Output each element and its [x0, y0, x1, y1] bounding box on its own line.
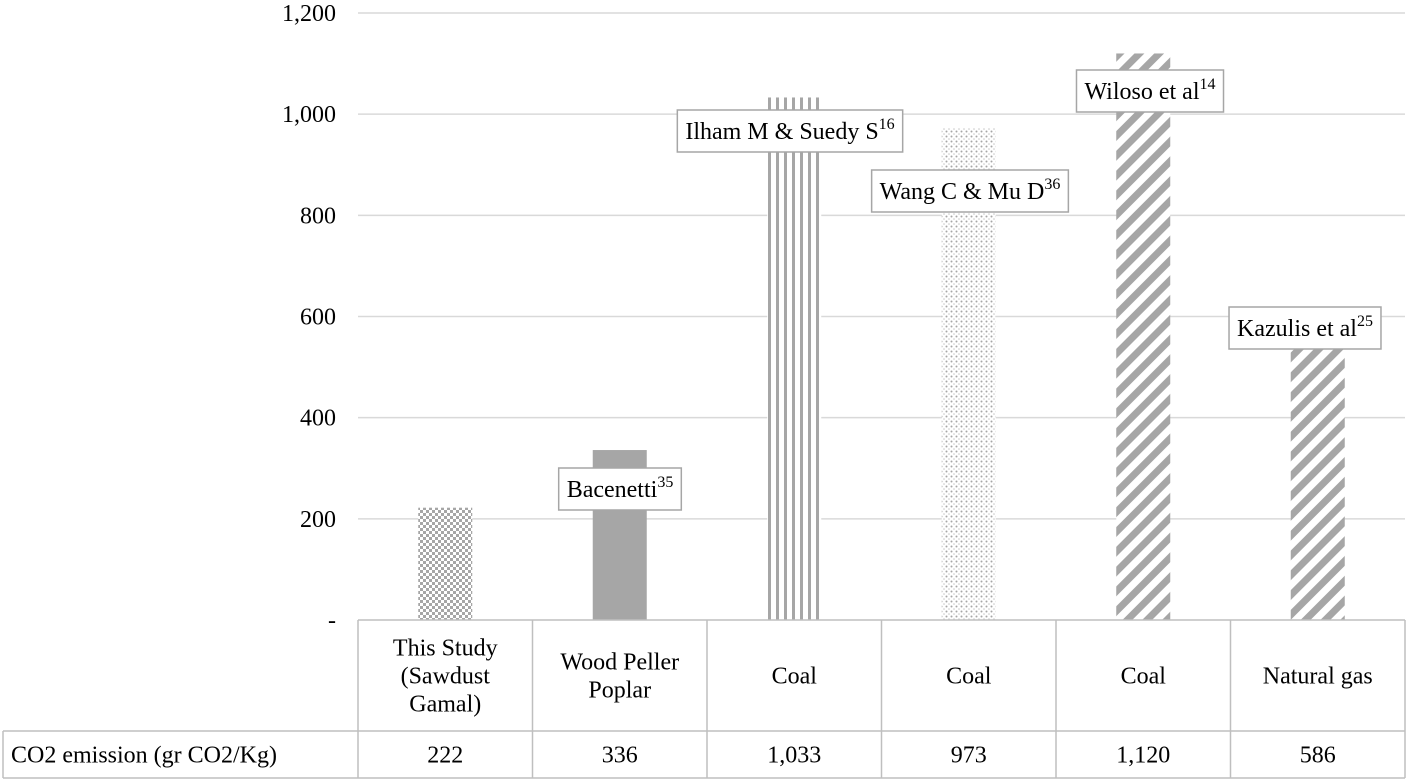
table-row-label: CO2 emission (gr CO2/Kg) — [11, 743, 277, 769]
y-tick-label: 1,000 — [282, 102, 336, 128]
bar-1 — [418, 507, 473, 620]
y-tick-label: 1,200 — [282, 1, 336, 27]
y-tick-label: 200 — [300, 507, 336, 533]
y-axis-ticks: - 200 400 600 800 1,000 1,200 — [282, 1, 336, 634]
annotation-box — [676, 109, 904, 153]
data-label: 973 — [951, 743, 987, 769]
category-label: Coal — [772, 664, 818, 690]
bar-5 — [1116, 53, 1171, 620]
annotation-text: Wang C & Mu D36 — [880, 176, 1061, 205]
annotation-5: Wiloso et al14 — [1075, 69, 1225, 113]
annotation-text: Wiloso et al14 — [1084, 76, 1215, 105]
annotation-box — [1075, 69, 1225, 113]
annotations: Bacenetti35 Ilham M & Suedy S16 Wang C & M… — [557, 69, 1382, 511]
data-label: 586 — [1300, 743, 1336, 769]
category-label: Coal — [946, 664, 992, 690]
gridlines — [358, 12, 1405, 520]
data-label: 1,120 — [1116, 743, 1170, 769]
category-label: (Sawdust — [401, 664, 491, 690]
annotation-text: Bacenetti35 — [567, 474, 674, 503]
y-tick-label: - — [328, 608, 336, 634]
annotation-3: Ilham M & Suedy S16 — [676, 109, 904, 153]
bar-3 — [767, 97, 822, 620]
annotation-text: Kazulis et al25 — [1237, 313, 1373, 342]
y-tick-label: 400 — [300, 406, 336, 432]
annotation-4: Wang C & Mu D36 — [870, 169, 1070, 213]
data-label: 336 — [602, 743, 638, 769]
category-label: Poplar — [588, 678, 651, 704]
data-label: 1,033 — [767, 743, 821, 769]
y-tick-label: 800 — [300, 203, 336, 229]
category-label: This Study — [393, 636, 498, 662]
y-tick-label: 600 — [300, 305, 336, 331]
category-label: Natural gas — [1263, 664, 1373, 690]
data-label: 222 — [427, 743, 463, 769]
category-label: Coal — [1121, 664, 1167, 690]
annotation-box — [1228, 306, 1382, 350]
annotation-text: Ilham M & Suedy S16 — [685, 116, 894, 145]
bar-6 — [1290, 323, 1345, 620]
annotation-box — [557, 467, 683, 511]
annotation-box — [870, 169, 1070, 213]
annotation-2: Bacenetti35 — [557, 467, 683, 511]
category-label: Gamal) — [409, 692, 481, 718]
annotation-6: Kazulis et al25 — [1228, 306, 1382, 350]
category-label: Wood Peller — [560, 650, 679, 676]
